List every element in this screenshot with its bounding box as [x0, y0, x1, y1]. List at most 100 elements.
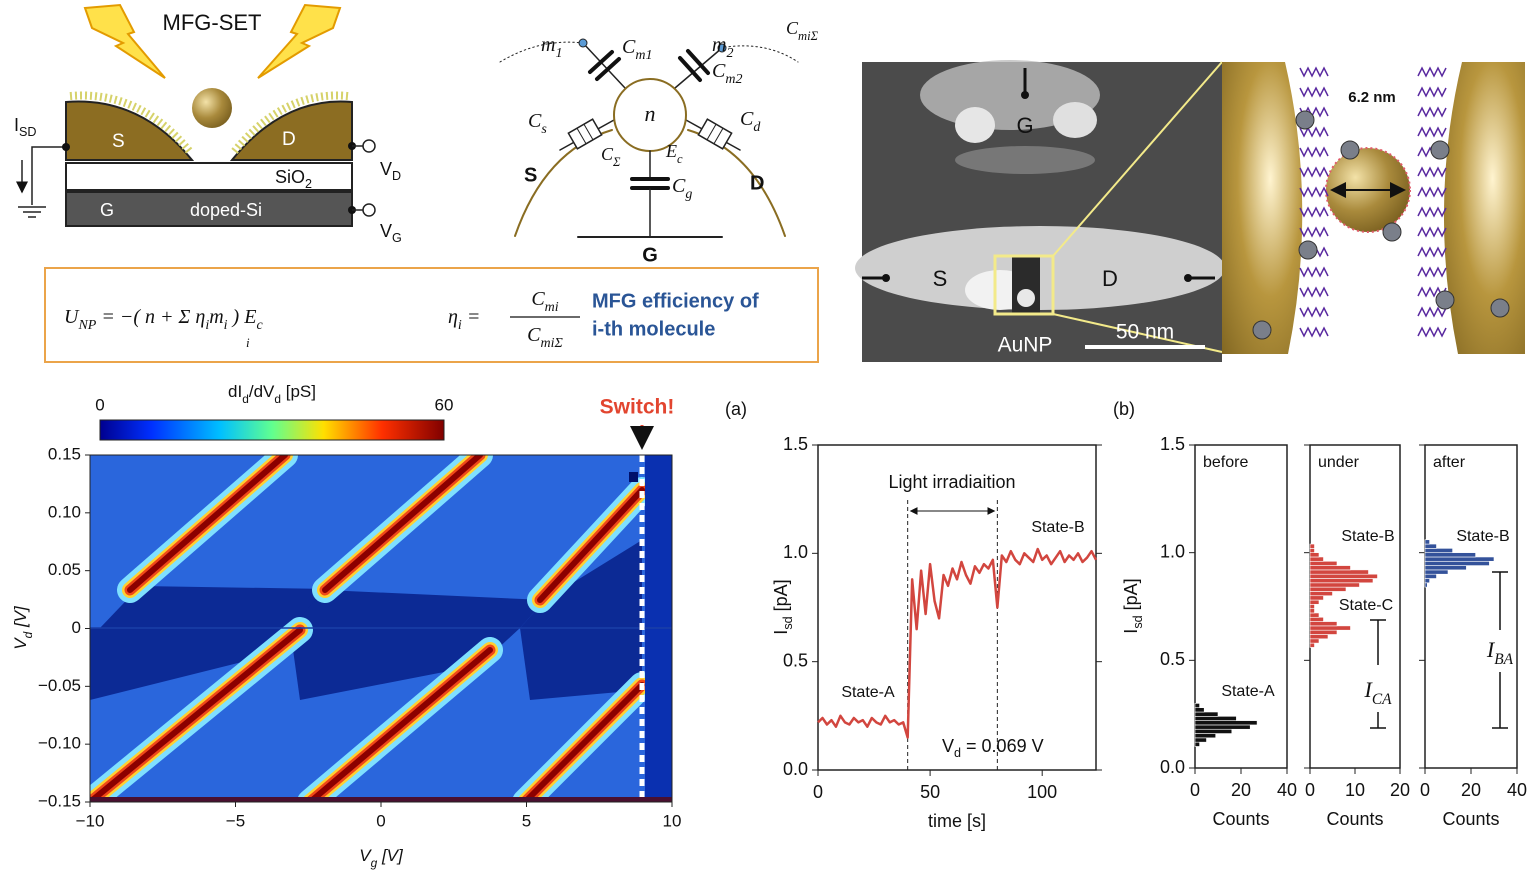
label: D — [1102, 266, 1118, 291]
ridge — [90, 627, 303, 802]
blockade-region — [290, 590, 545, 628]
text-part: C — [786, 18, 799, 38]
ligand — [1417, 306, 1447, 318]
histogram-bar — [1194, 711, 1219, 717]
subscript: CA — [1372, 691, 1392, 708]
x-tick-label: 10 — [1345, 780, 1365, 800]
text-part: C — [712, 60, 726, 82]
subscript: 1 — [555, 46, 562, 61]
text-part: = — [462, 306, 481, 328]
text-part: I — [14, 115, 19, 135]
annotation: ICA — [1364, 677, 1393, 708]
oxide-layer — [65, 162, 353, 191]
denominator: CmiΣ — [527, 324, 563, 351]
node — [882, 274, 890, 282]
ligand-layer — [230, 91, 349, 155]
histogram-bar — [1309, 586, 1347, 592]
label: SiO2 — [275, 167, 312, 192]
electrode — [229, 100, 353, 161]
x-axis-label: Counts — [1326, 809, 1383, 829]
circuit-diagram: m1 Cm1 m2 Cm2 CmiΣ Cs n Cd CΣ Ec Cg S D … — [499, 18, 819, 266]
text-part: m — [712, 34, 726, 56]
colorbar — [99, 419, 445, 441]
text-part: V — [380, 221, 392, 241]
label: D — [750, 172, 764, 194]
edge — [90, 797, 672, 802]
label: G — [1016, 113, 1033, 138]
ligand — [1299, 146, 1329, 158]
subscript: sd — [781, 616, 795, 629]
heatmap — [89, 419, 673, 803]
histogram-bar — [1424, 556, 1495, 562]
histogram-bar — [1309, 578, 1374, 584]
text-part: m — [541, 34, 555, 56]
subscript: i — [224, 318, 228, 333]
text-part: [pA] — [1121, 578, 1141, 615]
label: VG — [380, 221, 402, 246]
histogram-bar — [1309, 569, 1369, 575]
histogram-bar — [1309, 616, 1324, 622]
y-tick-label: 1.0 — [1160, 541, 1185, 561]
ridge — [307, 647, 493, 802]
ridges — [90, 455, 655, 802]
histogram-bar — [1194, 707, 1205, 713]
blockade-region — [290, 628, 520, 700]
histogram-bar — [1194, 733, 1217, 739]
x-tick-label: 40 — [1507, 780, 1527, 800]
histogram-bar — [1309, 625, 1351, 631]
molecule — [1252, 320, 1272, 340]
y-tick-label: 1.5 — [783, 434, 808, 454]
histogram-bar — [1309, 565, 1351, 571]
histogram-bar — [1309, 560, 1338, 566]
y-tick-label: 0.5 — [783, 650, 808, 670]
histogram-bar — [1194, 720, 1258, 726]
y-tick-label: 0.05 — [48, 560, 81, 579]
ligand — [1299, 286, 1329, 298]
box — [44, 267, 819, 363]
annotation: State-C — [1339, 597, 1393, 614]
label: S — [933, 266, 948, 291]
label: Cm2 — [712, 60, 742, 87]
subscript: d — [274, 392, 281, 406]
molecule-dot — [578, 38, 588, 48]
histogram-bar — [1424, 539, 1430, 545]
subscript: miΣ — [798, 29, 819, 43]
text-part: = 0.069 V — [961, 736, 1044, 756]
ligand — [1417, 326, 1447, 338]
subscript: 2 — [726, 46, 733, 61]
equation: UNP = −( n + Σ ηimi ) Ec — [64, 306, 263, 333]
histogram-bar — [1194, 737, 1207, 743]
capacitor-plate — [588, 50, 614, 74]
y-tick-label: 1.0 — [783, 542, 808, 562]
ligand — [1299, 306, 1329, 318]
subscript: g — [371, 856, 378, 870]
terminal — [362, 203, 376, 217]
ligand — [1299, 326, 1329, 338]
ridge — [127, 455, 288, 593]
electrode — [1222, 62, 1303, 354]
label: G — [642, 244, 658, 266]
nanoparticle — [192, 88, 232, 128]
text-part: C — [740, 108, 754, 130]
numerator: Cmi — [531, 288, 558, 315]
subscript: miΣ — [541, 336, 564, 351]
histogram-bar — [1309, 591, 1333, 597]
frame — [817, 444, 1097, 771]
annotation: Light irradiaition — [888, 472, 1015, 492]
panel-label: (a) — [725, 399, 747, 419]
electrode — [65, 100, 195, 161]
subscript: d — [21, 631, 35, 638]
histogram-bar — [1309, 604, 1315, 609]
dotted-arc — [719, 45, 799, 63]
ligand — [1417, 106, 1447, 118]
histogram-bar — [1424, 578, 1430, 584]
subscript: G — [392, 231, 402, 245]
histogram-bar — [1309, 599, 1320, 605]
capacitor-plate — [583, 123, 594, 141]
histogram-bar — [1424, 573, 1437, 579]
scale-label: 50 nm — [1116, 321, 1174, 344]
capacitor-plate — [576, 127, 587, 145]
ligand — [1299, 86, 1329, 98]
annotation: State-A — [841, 684, 895, 701]
